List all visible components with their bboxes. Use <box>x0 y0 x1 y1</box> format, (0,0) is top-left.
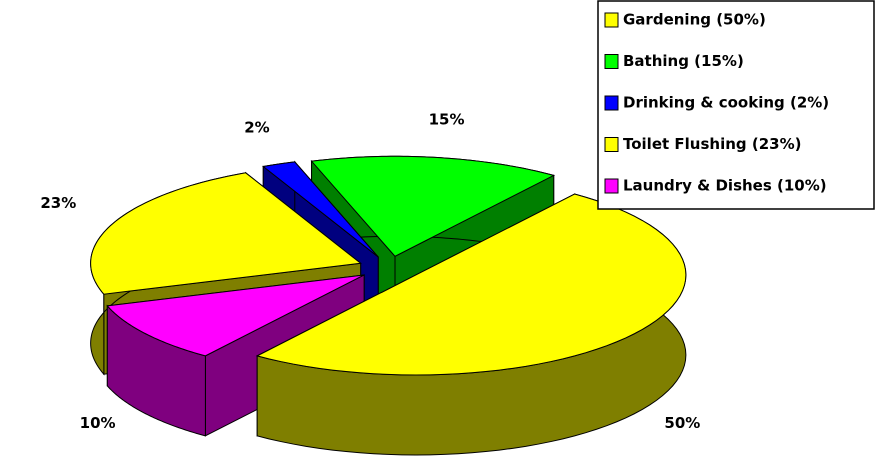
data-label: 2% <box>244 119 269 137</box>
legend-label: Toilet Flushing (23%) <box>623 135 801 153</box>
data-label: 50% <box>664 414 700 432</box>
slice <box>255 193 687 456</box>
legend: Gardening (50%) Bathing (15%) Drinking & c… <box>604 11 829 195</box>
legend-swatch <box>604 12 619 28</box>
legend-box <box>597 0 875 210</box>
legend-label: Gardening (50%) <box>623 11 766 29</box>
legend-swatch <box>604 137 619 152</box>
slice-top <box>90 172 362 295</box>
slice-top <box>106 274 365 357</box>
slice-top <box>255 193 687 376</box>
legend-label: Laundry & Dishes (10%) <box>623 177 827 195</box>
data-label: 23% <box>40 194 76 212</box>
legend-label: Bathing (15%) <box>623 52 744 70</box>
data-label: 10% <box>80 414 116 432</box>
slice-top <box>310 155 556 257</box>
legend-swatch <box>604 54 619 69</box>
legend-swatch <box>604 178 619 194</box>
data-label: 15% <box>429 110 465 128</box>
slice-top <box>262 161 379 258</box>
legend-label: Drinking & cooking (2%) <box>623 94 829 112</box>
pie <box>90 155 687 456</box>
data-labels: 50% 15% 2% 23% 10% <box>40 110 700 431</box>
legend-swatch <box>604 95 619 111</box>
